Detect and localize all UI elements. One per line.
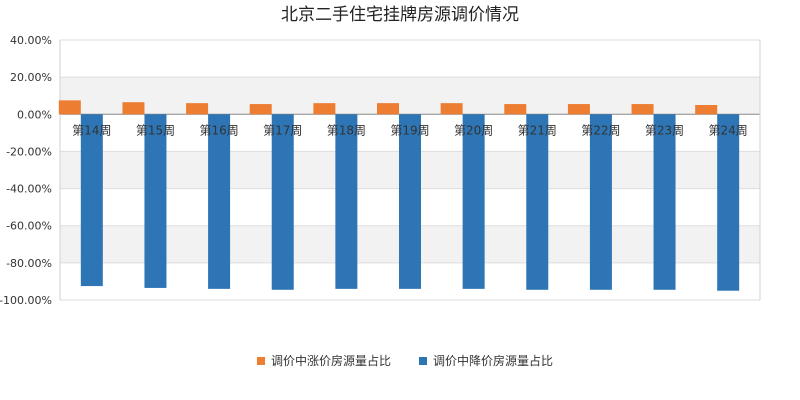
legend-swatch xyxy=(419,357,427,365)
bar-rise xyxy=(440,103,463,115)
y-tick-label: 0.00% xyxy=(17,108,52,121)
x-tick-label: 第21周 xyxy=(518,123,557,137)
y-tick-label: -100.00% xyxy=(0,294,52,307)
x-tick-label: 第14周 xyxy=(72,123,111,137)
bar-rise xyxy=(186,103,209,115)
bar-fall xyxy=(144,114,167,288)
bar-rise xyxy=(377,103,399,115)
x-tick-label: 第19周 xyxy=(390,123,429,137)
bar-rise xyxy=(504,104,527,115)
x-tick-label: 第22周 xyxy=(581,123,620,137)
bar-fall xyxy=(717,114,740,291)
x-tick-label: 第16周 xyxy=(199,123,238,137)
plot-band xyxy=(60,77,760,115)
bar-rise xyxy=(313,103,336,115)
bar-rise xyxy=(122,102,145,115)
x-tick-label: 第20周 xyxy=(454,123,493,137)
y-axis-ticks: 40.00% 20.00% 0.00% -20.00% -40.00% -60.00% -8… xyxy=(0,34,52,307)
legend-swatch xyxy=(257,357,265,365)
bar-fall xyxy=(208,114,231,289)
x-tick-label: 第24周 xyxy=(709,123,748,137)
bars xyxy=(58,100,740,291)
y-tick-label: -40.00% xyxy=(6,183,52,196)
bar-rise xyxy=(695,105,718,115)
y-tick-label: -60.00% xyxy=(6,220,52,233)
bar-rise xyxy=(631,104,654,115)
y-tick-label: -20.00% xyxy=(6,145,52,158)
bar-fall xyxy=(462,114,485,289)
y-tick-label: 40.00% xyxy=(10,34,52,47)
legend: 调价中涨价房源量占比 调价中降价房源量占比 xyxy=(257,353,553,368)
bar-fall xyxy=(399,114,421,289)
x-axis-ticks: 第14周 第15周 第16周 第17周 第18周 第19周 第20周 第21周 第22周 第23周… xyxy=(72,123,748,137)
y-tick-label: 20.00% xyxy=(10,71,52,84)
bar-fall xyxy=(526,114,549,290)
x-tick-label: 第23周 xyxy=(645,123,684,137)
bar-fall xyxy=(80,114,103,287)
chart-title: 北京二手住宅挂牌房源调价情况 xyxy=(281,5,519,25)
bar-fall xyxy=(653,114,676,290)
bar-fall xyxy=(335,114,358,289)
bar-fall xyxy=(589,114,612,290)
bar-fall xyxy=(271,114,294,290)
x-tick-label: 第18周 xyxy=(327,123,366,137)
bar-rise xyxy=(249,104,272,115)
legend-label: 调价中降价房源量占比 xyxy=(433,353,553,368)
x-tick-label: 第15周 xyxy=(136,123,175,137)
y-tick-label: -80.00% xyxy=(6,257,52,270)
bar-rise xyxy=(58,100,81,115)
bar-rise xyxy=(567,104,590,115)
x-tick-label: 第17周 xyxy=(263,123,302,137)
legend-label: 调价中涨价房源量占比 xyxy=(271,353,391,368)
